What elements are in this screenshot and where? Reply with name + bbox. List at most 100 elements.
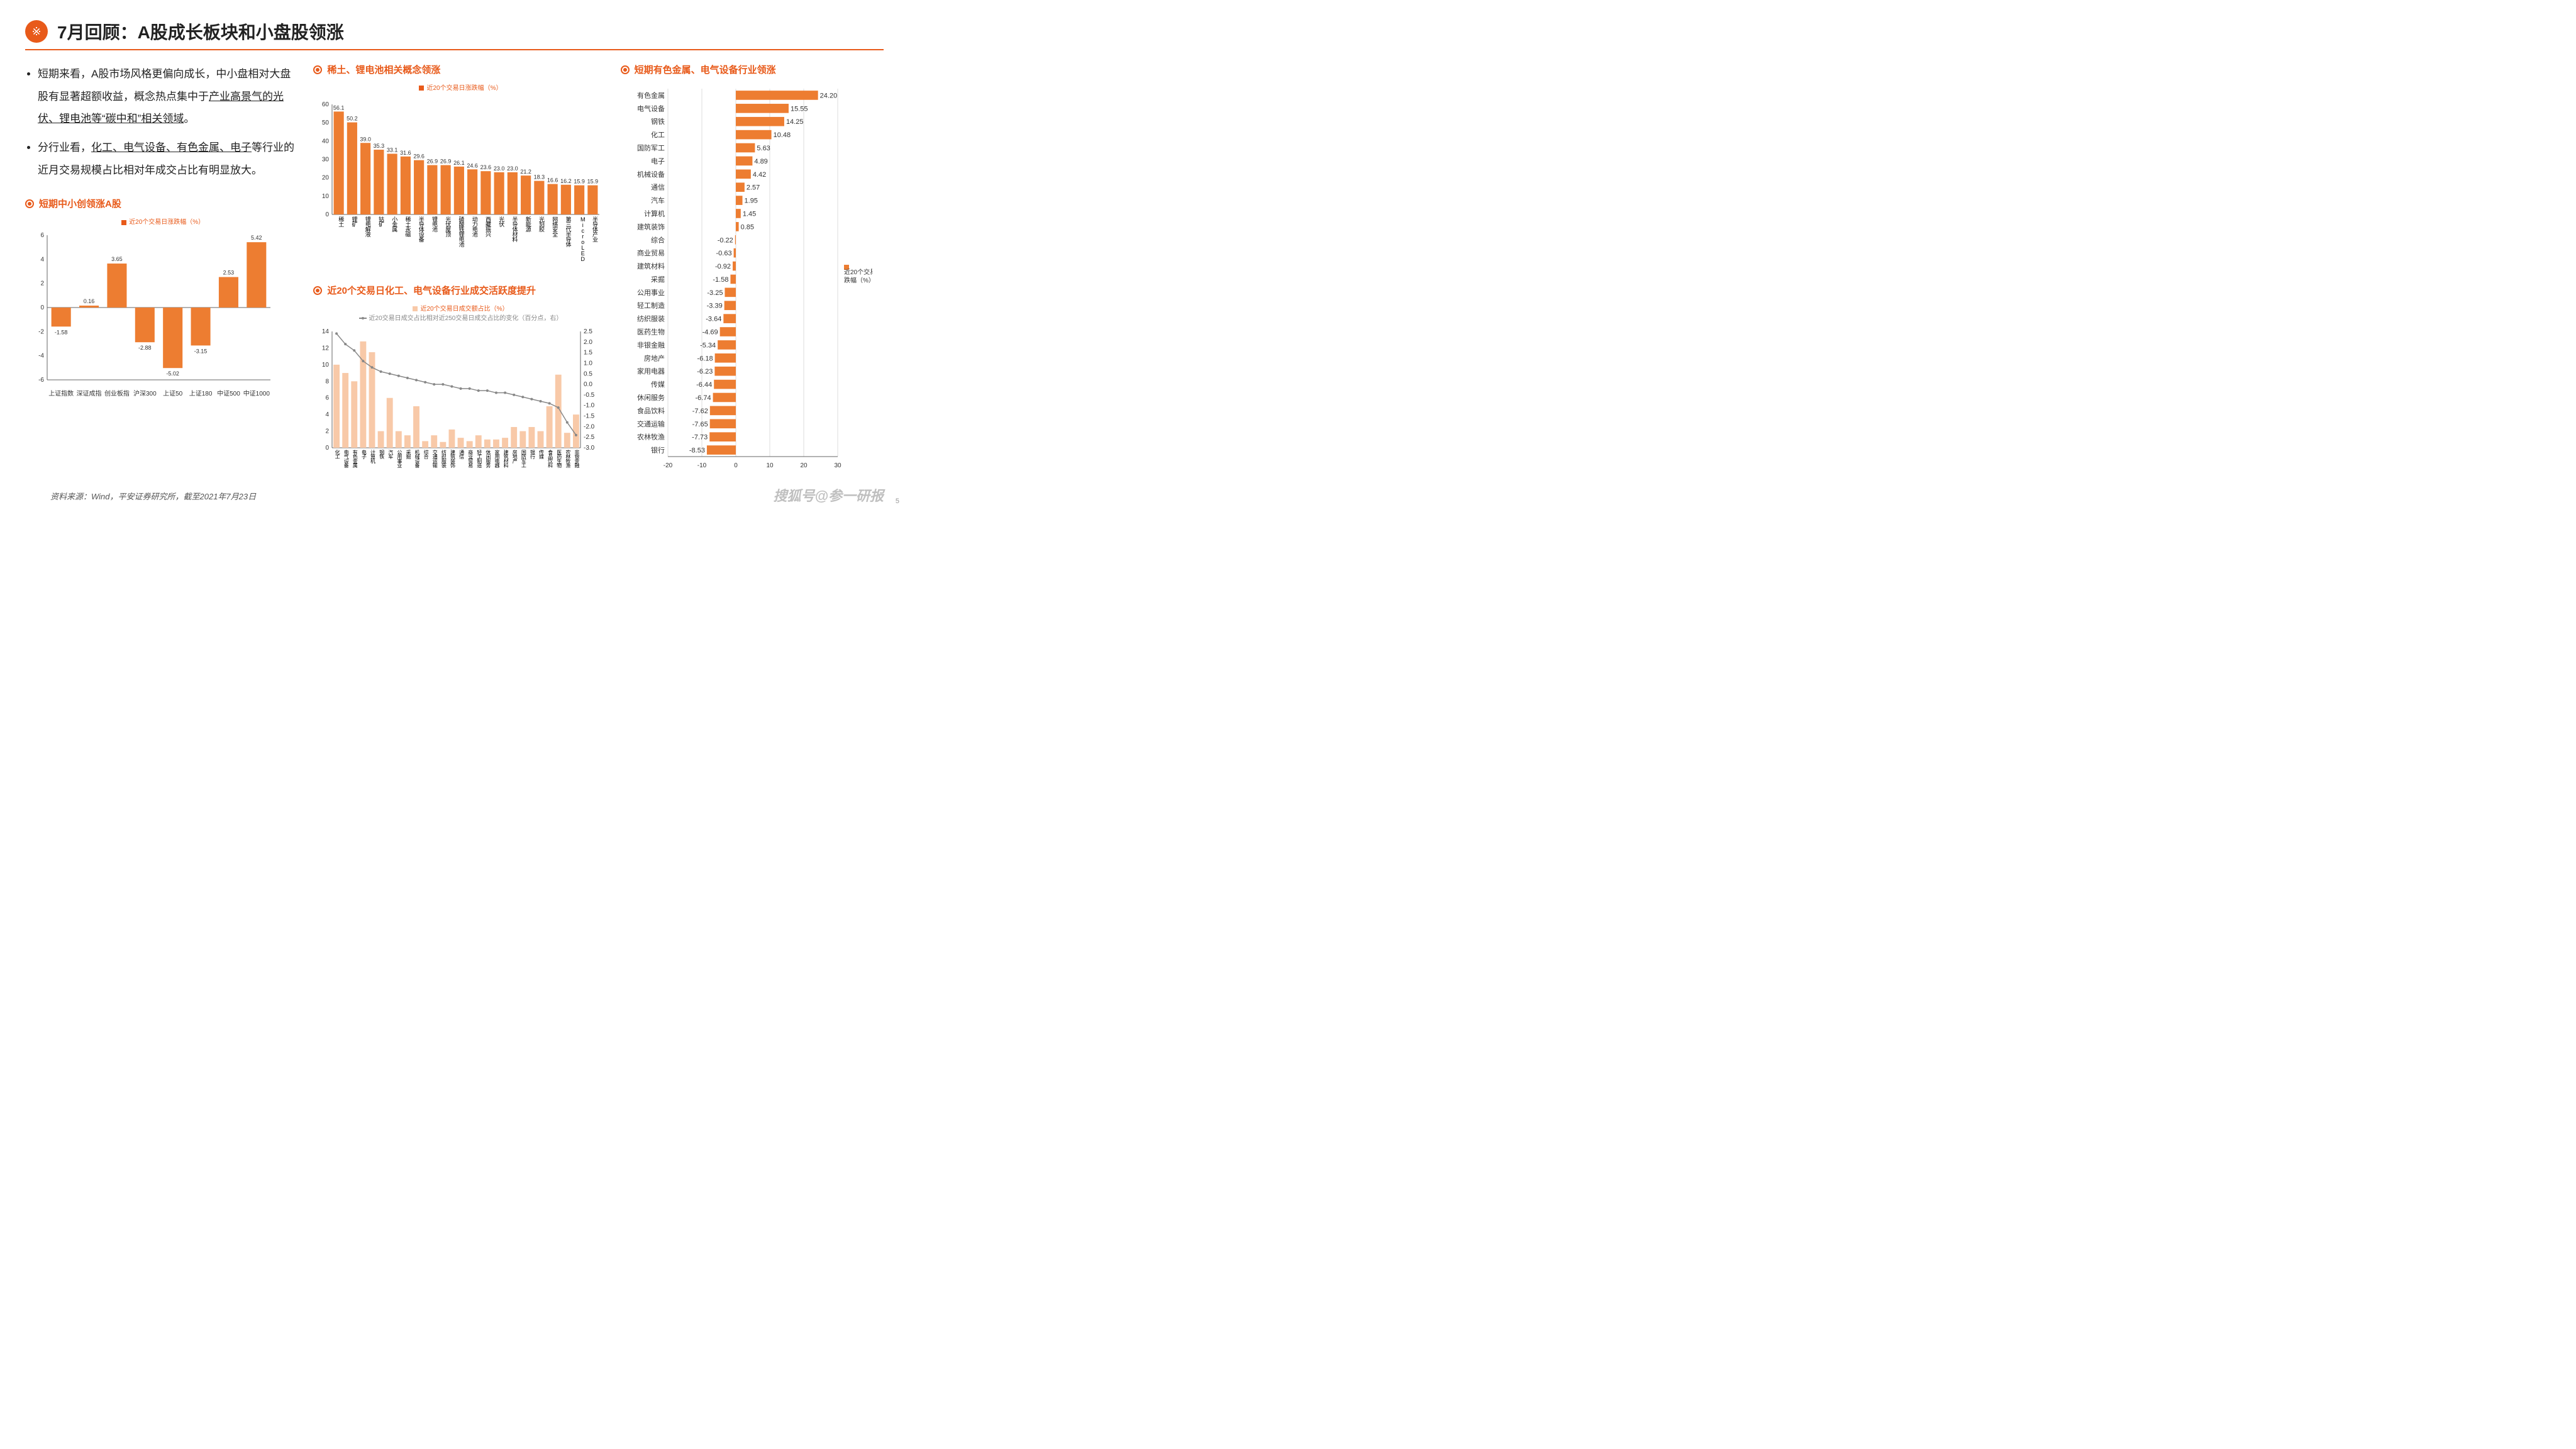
svg-text:-2: -2 [38,329,44,336]
svg-text:0.5: 0.5 [584,370,592,377]
svg-text:房地产: 房地产 [644,353,665,362]
svg-text:15.9: 15.9 [587,179,599,185]
svg-text:商业贸易: 商业贸易 [637,248,665,257]
svg-text:中证1000: 中证1000 [243,389,270,397]
svg-text:2.57: 2.57 [746,184,759,192]
svg-text:50.2: 50.2 [347,116,358,122]
svg-text:4.89: 4.89 [754,158,767,165]
svg-text:-8.53: -8.53 [689,447,704,455]
page-number: 5 [896,497,899,505]
svg-text:8: 8 [326,378,330,385]
svg-text:33.1: 33.1 [387,147,398,153]
svg-text:上证50: 上证50 [163,390,183,397]
svg-text:12: 12 [322,345,330,352]
svg-text:0: 0 [734,462,738,469]
bullet-1: 短期来看，A股市场风格更偏向成长，中小盘相对大盘股有显著超额收益，概念热点集中于… [38,63,301,130]
svg-text:-7.62: -7.62 [692,408,708,415]
svg-text:15.9: 15.9 [574,179,586,185]
svg-text:-5.34: -5.34 [700,341,716,349]
svg-text:0: 0 [326,445,330,452]
svg-text:沪深300: 沪深300 [133,389,157,397]
svg-text:-0.92: -0.92 [715,263,731,270]
svg-text:24.6: 24.6 [467,162,479,169]
svg-text:上证180: 上证180 [189,390,213,397]
svg-text:-4: -4 [38,353,44,360]
svg-text:-6.18: -6.18 [697,355,713,362]
svg-text:2: 2 [326,428,330,435]
svg-text:29.6: 29.6 [414,153,425,160]
chart2-title: 稀土、锂电池相关概念领涨 [313,63,608,76]
svg-text:26.1: 26.1 [453,160,465,166]
svg-text:-0.22: -0.22 [717,236,733,244]
svg-text:-6.23: -6.23 [697,368,713,375]
svg-text:2: 2 [40,280,44,287]
svg-text:4: 4 [40,257,44,264]
svg-text:-1.58: -1.58 [713,276,728,284]
svg-text:35.3: 35.3 [374,143,385,149]
svg-text:-6.74: -6.74 [695,394,711,402]
svg-text:26.9: 26.9 [440,158,452,165]
chart1-title: 短期中小创领涨A股 [25,197,301,210]
bullseye-icon [313,65,322,74]
svg-text:休闲服务: 休闲服务 [637,393,665,402]
watermark: 搜狐号@参一研报 [774,485,884,505]
svg-text:21.2: 21.2 [521,169,532,175]
svg-text:计算机: 计算机 [644,209,665,218]
svg-text:-10: -10 [697,462,706,469]
svg-text:10: 10 [766,462,774,469]
svg-text:14: 14 [322,328,330,335]
svg-text:20: 20 [800,462,808,469]
svg-text:电子: 电子 [651,157,665,165]
svg-text:16.6: 16.6 [547,177,558,184]
page-title: 7月回顾：A股成长板块和小盘股领涨 [57,19,344,44]
chart2-legend: 近20个交易日涨跌幅（%） [313,82,608,92]
svg-text:60: 60 [322,101,330,108]
svg-text:建筑材料: 建筑材料 [637,262,665,270]
svg-text:-0.63: -0.63 [716,250,731,257]
svg-text:家用电器: 家用电器 [637,367,665,375]
svg-text:4.42: 4.42 [752,171,765,179]
svg-text:0.0: 0.0 [584,381,592,388]
svg-text:23.0: 23.0 [494,165,505,172]
svg-text:医药生物: 医药生物 [637,328,665,336]
svg-text:-0.5: -0.5 [584,392,595,399]
svg-text:-3.64: -3.64 [706,316,721,323]
svg-text:汽车: 汽车 [651,196,665,205]
svg-text:39.0: 39.0 [360,136,372,142]
svg-text:18.3: 18.3 [534,174,545,180]
svg-text:-2.0: -2.0 [584,423,595,430]
svg-text:-2.88: -2.88 [138,345,152,352]
svg-text:30: 30 [834,462,841,469]
svg-text:0: 0 [40,304,44,311]
svg-text:电气设备: 电气设备 [637,104,665,113]
svg-text:传媒: 传媒 [651,380,665,389]
svg-text:0.85: 0.85 [740,223,753,231]
svg-text:-1.5: -1.5 [584,413,595,420]
svg-text:近20个交易日涨: 近20个交易日涨 [844,268,872,276]
svg-text:-7.73: -7.73 [692,434,708,441]
svg-text:3.65: 3.65 [111,256,123,262]
svg-text:-2.5: -2.5 [584,434,595,441]
svg-text:有色金属: 有色金属 [637,91,665,99]
svg-text:23.0: 23.0 [507,165,518,172]
svg-text:10.48: 10.48 [773,131,791,139]
svg-text:交通运输: 交通运输 [637,419,665,428]
bullet-2: 分行业看，化工、电气设备、有色金属、电子等行业的近月交易规模占比相对年成交占比有… [38,136,301,181]
chart1-legend: 近20个交易日涨跌幅（%） [25,216,301,226]
svg-text:轻工制造: 轻工制造 [637,301,665,310]
svg-text:综合: 综合 [651,235,665,244]
svg-text:-4.69: -4.69 [702,329,718,336]
svg-text:1.0: 1.0 [584,360,592,367]
svg-text:31.6: 31.6 [400,150,411,156]
svg-text:国防军工: 国防军工 [637,143,665,152]
svg-text:2.5: 2.5 [584,328,592,335]
svg-text:机械设备: 机械设备 [637,170,665,179]
header-rule [25,49,884,50]
svg-text:-20: -20 [663,462,672,469]
svg-text:纺织服装: 纺织服装 [637,314,665,323]
svg-text:跌幅（%）: 跌幅（%） [844,276,872,284]
svg-text:-3.25: -3.25 [707,289,723,297]
svg-text:创业板指: 创业板指 [104,389,130,397]
bullseye-icon [313,286,322,295]
header-icon: ※ [25,20,48,43]
